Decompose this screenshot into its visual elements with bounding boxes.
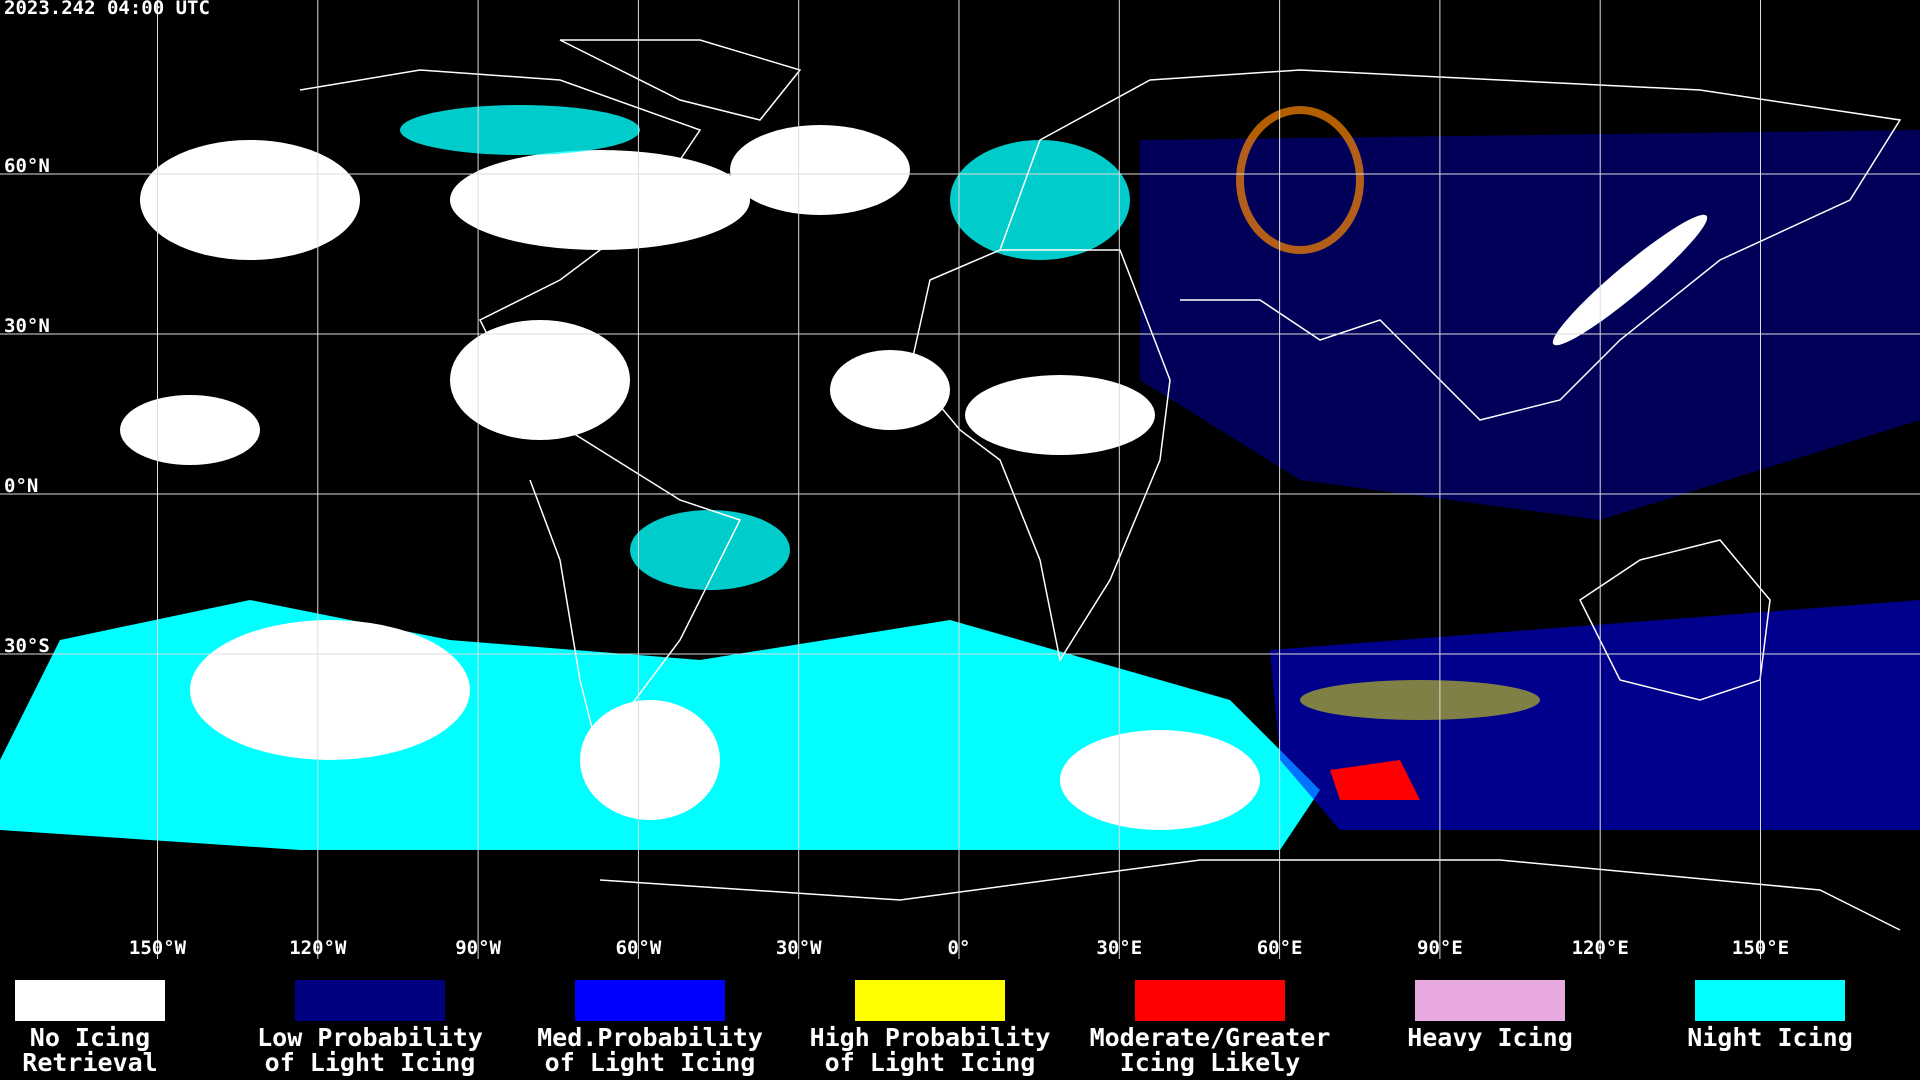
legend-swatch <box>15 980 165 1021</box>
legend-label: Low Probability <box>257 1023 483 1052</box>
longitude-label: 150°W <box>129 937 187 959</box>
coastline <box>999 69 1902 421</box>
legend-swatch <box>575 980 725 1021</box>
legend-swatch <box>855 980 1005 1021</box>
legend-label: Icing Likely <box>1120 1048 1301 1077</box>
cloud-field <box>0 105 1920 850</box>
legend-swatch <box>1415 980 1565 1021</box>
legend-label: High Probability <box>810 1023 1051 1052</box>
coastlines <box>299 39 1902 931</box>
cloud <box>1060 730 1260 830</box>
cloud <box>400 105 640 155</box>
cloud <box>580 700 720 820</box>
cloud <box>140 140 360 260</box>
coastline <box>299 69 742 763</box>
probability-area <box>1330 760 1420 800</box>
cloud <box>190 620 470 760</box>
legend-swatch <box>1695 980 1845 1021</box>
legend-label: of Light Icing <box>265 1048 476 1077</box>
longitude-label: 60°W <box>616 937 662 959</box>
legend-label: Retrieval <box>22 1048 157 1077</box>
legend-label: Night Icing <box>1687 1023 1853 1052</box>
legend-swatch <box>295 980 445 1021</box>
coastline <box>559 39 802 121</box>
cloud <box>730 125 910 215</box>
legend-label: No Icing <box>30 1023 150 1052</box>
longitude-label: 90°E <box>1417 937 1463 959</box>
probability-area <box>1270 600 1920 830</box>
longitude-label: 30°E <box>1096 937 1142 959</box>
latitude-label: 30°N <box>4 315 50 337</box>
longitude-label: 120°W <box>289 937 347 959</box>
cloud <box>1552 214 1708 346</box>
legend-label: of Light Icing <box>545 1048 756 1077</box>
cloud <box>450 320 630 440</box>
probability-area <box>1300 680 1540 720</box>
cloud <box>630 510 790 590</box>
longitude-label: 30°W <box>776 937 822 959</box>
graticule <box>0 0 1920 959</box>
timestamp: 2023.242 04:00 UTC <box>4 0 210 19</box>
cloud <box>950 140 1130 260</box>
probability-area <box>1236 106 1364 254</box>
legend-label: Med.Probability <box>537 1023 763 1052</box>
latitude-label: 60°N <box>4 155 50 177</box>
longitude-label: 150°E <box>1732 937 1789 959</box>
cloud <box>450 150 750 250</box>
coastline <box>599 859 1901 931</box>
cloud <box>830 350 950 430</box>
coastline <box>909 249 1171 662</box>
coastline <box>1579 539 1771 701</box>
legend-label: Heavy Icing <box>1407 1023 1573 1052</box>
cloud <box>120 395 260 465</box>
legend-label: of Light Icing <box>825 1048 1036 1077</box>
latitude-label: 30°S <box>4 635 50 657</box>
probability-area <box>1140 130 1920 520</box>
longitude-label: 90°W <box>455 937 501 959</box>
legend-label: Moderate/Greater <box>1090 1023 1331 1052</box>
cloud <box>965 375 1155 455</box>
latitude-label: 0°N <box>4 475 38 497</box>
longitude-label: 60°E <box>1257 937 1303 959</box>
longitude-label: 0° <box>948 937 971 959</box>
legend-swatch <box>1135 980 1285 1021</box>
longitude-label: 120°E <box>1572 937 1629 959</box>
